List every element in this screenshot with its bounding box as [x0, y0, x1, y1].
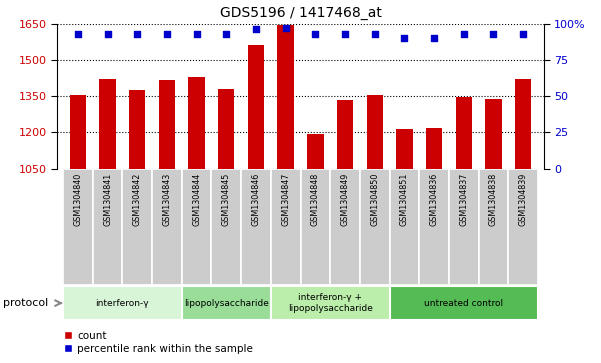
Bar — [307, 134, 323, 169]
Bar — [456, 97, 472, 169]
FancyBboxPatch shape — [93, 169, 123, 285]
Text: GSM1304837: GSM1304837 — [459, 172, 468, 226]
Text: GSM1304851: GSM1304851 — [400, 172, 409, 226]
Text: GSM1304845: GSM1304845 — [222, 172, 231, 226]
FancyBboxPatch shape — [271, 286, 389, 320]
Text: GSM1304842: GSM1304842 — [133, 172, 142, 226]
Bar — [278, 25, 294, 169]
FancyBboxPatch shape — [360, 169, 389, 285]
Bar — [367, 95, 383, 169]
FancyBboxPatch shape — [182, 286, 271, 320]
Text: GSM1304838: GSM1304838 — [489, 172, 498, 225]
FancyBboxPatch shape — [508, 169, 538, 285]
Text: GSM1304849: GSM1304849 — [341, 172, 350, 226]
Bar — [426, 128, 442, 169]
FancyBboxPatch shape — [182, 169, 212, 285]
Text: interferon-γ: interferon-γ — [96, 299, 149, 307]
FancyBboxPatch shape — [212, 169, 241, 285]
Point — [400, 35, 409, 41]
Text: GSM1304836: GSM1304836 — [430, 172, 439, 225]
FancyBboxPatch shape — [389, 169, 419, 285]
Bar — [70, 95, 86, 169]
Point — [281, 25, 290, 31]
Legend: count, percentile rank within the sample: count, percentile rank within the sample — [59, 327, 257, 358]
Bar — [218, 89, 234, 169]
Text: GSM1304847: GSM1304847 — [281, 172, 290, 226]
Point — [429, 35, 439, 41]
Bar — [485, 99, 502, 169]
FancyBboxPatch shape — [330, 169, 360, 285]
Point — [132, 31, 142, 37]
Point — [251, 26, 261, 32]
Bar — [129, 90, 145, 169]
Point — [103, 31, 112, 37]
Bar — [99, 79, 116, 169]
Bar — [337, 100, 353, 169]
Point — [459, 31, 469, 37]
Text: GSM1304841: GSM1304841 — [103, 172, 112, 225]
Bar — [159, 81, 175, 169]
FancyBboxPatch shape — [241, 169, 271, 285]
FancyBboxPatch shape — [389, 286, 538, 320]
Text: lipopolysaccharide: lipopolysaccharide — [184, 299, 269, 307]
Text: GSM1304840: GSM1304840 — [73, 172, 82, 225]
Point — [192, 31, 201, 37]
FancyBboxPatch shape — [271, 169, 300, 285]
FancyBboxPatch shape — [478, 169, 508, 285]
FancyBboxPatch shape — [123, 169, 152, 285]
Text: GSM1304843: GSM1304843 — [162, 172, 171, 225]
Point — [370, 31, 379, 37]
Point — [518, 31, 528, 37]
FancyBboxPatch shape — [63, 286, 182, 320]
Text: GSM1304850: GSM1304850 — [370, 172, 379, 226]
Bar — [396, 129, 412, 169]
Bar — [515, 79, 531, 169]
Point — [162, 31, 172, 37]
Point — [222, 31, 231, 37]
Bar — [248, 45, 264, 169]
Point — [340, 31, 350, 37]
FancyBboxPatch shape — [300, 169, 330, 285]
Title: GDS5196 / 1417468_at: GDS5196 / 1417468_at — [219, 6, 382, 20]
FancyBboxPatch shape — [152, 169, 182, 285]
Text: GSM1304846: GSM1304846 — [251, 172, 260, 225]
Text: GSM1304839: GSM1304839 — [519, 172, 528, 226]
FancyBboxPatch shape — [449, 169, 478, 285]
FancyBboxPatch shape — [419, 169, 449, 285]
Text: protocol: protocol — [3, 298, 48, 308]
FancyBboxPatch shape — [63, 169, 93, 285]
Point — [311, 31, 320, 37]
Text: interferon-γ +
lipopolysaccharide: interferon-γ + lipopolysaccharide — [288, 293, 373, 313]
Point — [73, 31, 83, 37]
Text: GSM1304844: GSM1304844 — [192, 172, 201, 225]
Point — [489, 31, 498, 37]
Text: untreated control: untreated control — [424, 299, 503, 307]
Text: GSM1304848: GSM1304848 — [311, 172, 320, 225]
Bar — [189, 77, 205, 169]
